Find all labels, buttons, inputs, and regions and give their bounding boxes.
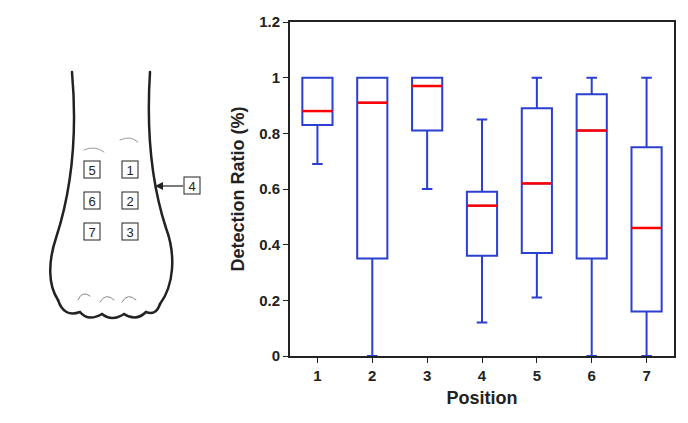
svg-text:0.6: 0.6 [259, 180, 280, 197]
svg-text:4: 4 [188, 179, 195, 194]
svg-text:2: 2 [126, 194, 133, 209]
svg-text:3: 3 [423, 367, 431, 384]
svg-text:3: 3 [126, 225, 133, 240]
svg-text:1: 1 [126, 163, 133, 178]
svg-text:7: 7 [642, 367, 650, 384]
svg-text:6: 6 [88, 194, 95, 209]
svg-text:0.4: 0.4 [259, 236, 281, 253]
svg-text:2: 2 [368, 367, 376, 384]
svg-text:5: 5 [88, 163, 95, 178]
svg-text:4: 4 [478, 367, 487, 384]
svg-text:1: 1 [313, 367, 321, 384]
svg-text:0.8: 0.8 [259, 125, 280, 142]
svg-text:0.2: 0.2 [259, 292, 280, 309]
svg-text:7: 7 [88, 225, 95, 240]
svg-text:6: 6 [588, 367, 596, 384]
svg-text:5: 5 [533, 367, 541, 384]
svg-text:Detection Ratio (%): Detection Ratio (%) [228, 106, 248, 271]
svg-text:1: 1 [272, 69, 280, 86]
svg-text:Position: Position [447, 388, 518, 408]
svg-text:1.2: 1.2 [259, 13, 280, 30]
svg-text:0: 0 [272, 347, 280, 364]
